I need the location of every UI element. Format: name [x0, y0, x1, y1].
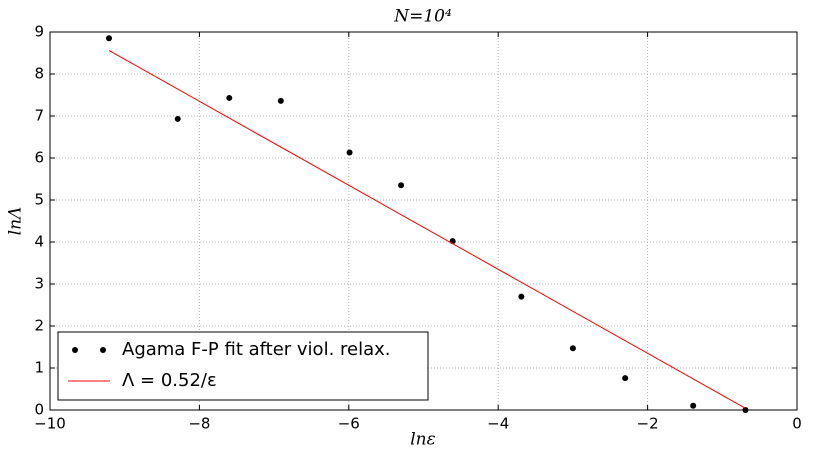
plot-frame: [49, 31, 798, 411]
x-tick-label: −8: [188, 415, 210, 433]
point: [277, 97, 284, 104]
y-tick-label: 0: [34, 401, 44, 419]
point: [398, 182, 405, 189]
y-tick-label: 3: [34, 275, 44, 293]
x-tick-label: 0: [792, 415, 802, 433]
x-tick-label: −10: [34, 415, 66, 433]
y-tick-label: 9: [34, 23, 44, 41]
y-axis-label: lnΛ: [6, 207, 26, 236]
legend-label: Λ = 0.52/ε: [122, 370, 217, 391]
y-tick-label: 2: [34, 317, 44, 335]
point: [569, 345, 576, 352]
y-tick-label: 1: [34, 359, 44, 377]
x-tick-label: −2: [637, 415, 659, 433]
x-tick-label: −6: [338, 415, 360, 433]
point: [346, 149, 353, 156]
legend-swatch: [100, 347, 106, 353]
x-tick-label: −4: [487, 415, 509, 433]
point: [174, 115, 181, 122]
x-axis-label: lnε: [410, 430, 436, 450]
point: [622, 375, 629, 382]
y-tick-label: 7: [34, 107, 44, 125]
point: [690, 402, 697, 409]
point: [742, 407, 749, 413]
legend-label: Agama F-P fit after viol. relax.: [122, 339, 391, 360]
legend-swatch: [72, 347, 78, 353]
y-tick-label: 8: [34, 65, 44, 83]
y-tick-label: 4: [34, 233, 44, 251]
point: [226, 94, 233, 101]
point: [518, 293, 525, 300]
point: [106, 35, 113, 42]
legend-box: [57, 331, 429, 401]
fit-line: [108, 50, 746, 409]
y-tick-label: 5: [34, 191, 44, 209]
chart-title: N=10⁴: [393, 7, 452, 27]
y-tick-label: 6: [34, 149, 44, 167]
